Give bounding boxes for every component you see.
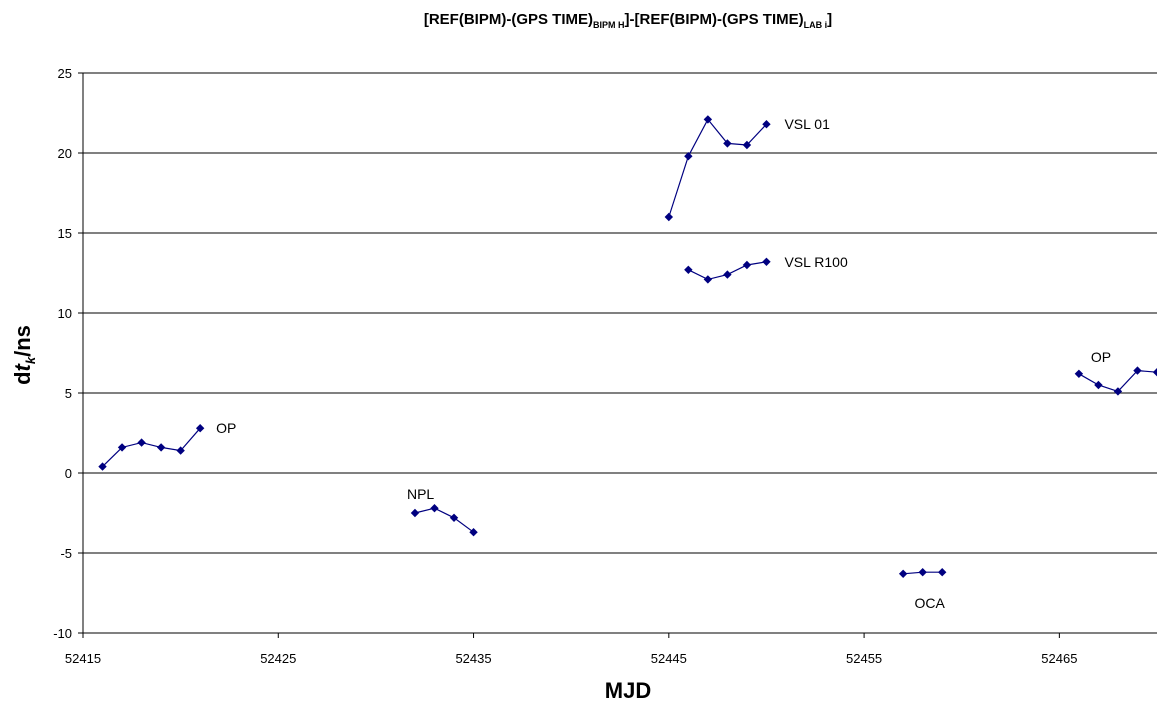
series-line <box>668 118 767 218</box>
x-axis-title: MJD <box>605 678 651 703</box>
x-tick-label: 52435 <box>455 651 491 666</box>
data-point <box>195 424 205 433</box>
title-part-2: ]-[REF(BIPM)-(GPS TIME) <box>625 11 804 28</box>
data-point <box>1074 369 1084 378</box>
y-title-subscript: k <box>23 356 38 364</box>
data-point <box>762 120 771 129</box>
y-tick-label: 5 <box>65 386 72 401</box>
title-subscript-2: LAB i <box>804 20 828 30</box>
data-point <box>1113 387 1123 396</box>
x-tick-label: 52455 <box>846 651 882 666</box>
data-point <box>1133 366 1142 375</box>
title-part-3: ] <box>827 11 832 28</box>
title-subscript-1: BIPM H <box>593 20 625 30</box>
y-tick-label: 20 <box>58 146 72 161</box>
series-label: VSL 01 <box>784 116 830 132</box>
y-tick-label: -10 <box>53 626 72 641</box>
data-point <box>762 257 771 266</box>
data-point <box>723 270 732 279</box>
axes <box>78 72 1157 638</box>
data-point <box>449 513 459 522</box>
data-point <box>176 446 185 455</box>
series-label: OCA <box>915 595 946 611</box>
data-point <box>410 508 420 518</box>
data-point <box>723 139 732 148</box>
series-label: NPL <box>407 486 434 502</box>
data-point <box>703 275 713 284</box>
y-tick-label: 0 <box>65 466 72 481</box>
data-point <box>742 140 752 150</box>
title-part-1: [REF(BIPM)-(GPS TIME) <box>424 11 593 28</box>
gridlines <box>83 72 1157 554</box>
data-point <box>156 443 166 452</box>
y-tick-label: 15 <box>58 226 72 241</box>
data-point <box>117 443 127 452</box>
series-label: OP <box>1091 349 1111 365</box>
data-point <box>664 212 674 222</box>
data-point <box>703 115 713 124</box>
series-line <box>102 427 201 468</box>
x-tick-label: 52425 <box>260 651 296 666</box>
x-tick-label: 52465 <box>1041 651 1077 666</box>
x-tick-label: 52415 <box>65 651 101 666</box>
data-point <box>469 528 478 537</box>
y-title-italic: t <box>10 362 35 371</box>
y-axis-title: dtk/ns <box>10 325 38 385</box>
y-tick-label: 25 <box>58 66 72 81</box>
data-point <box>918 568 927 577</box>
y-title-prefix: d <box>10 371 35 384</box>
series-labels: OP NPL VSL 01 VSL R100 OCA OP <box>216 116 1111 611</box>
series-line <box>414 507 474 533</box>
data-point <box>98 462 107 471</box>
y-title-suffix: /ns <box>10 325 35 357</box>
data-point <box>684 152 693 161</box>
data-point <box>137 438 146 447</box>
y-tick-label: -5 <box>60 546 72 561</box>
tick-labels: -10 -5 0 5 10 15 20 25 52415 52425 52435 52445 52455… <box>53 66 1077 666</box>
data-point <box>742 260 752 270</box>
series-label: OP <box>216 420 236 436</box>
x-tick-label: 52445 <box>651 651 687 666</box>
data-point <box>1094 380 1103 390</box>
data-point <box>430 504 439 513</box>
chart-title: [REF(BIPM)-(GPS TIME)BIPM H]-[REF(BIPM)-… <box>424 11 832 30</box>
data-point <box>938 568 947 577</box>
series-group <box>98 115 1157 578</box>
series-label: VSL R100 <box>784 254 848 270</box>
data-point <box>1152 368 1157 377</box>
data-point <box>898 569 908 578</box>
data-point <box>684 265 693 274</box>
y-tick-label: 10 <box>58 306 72 321</box>
